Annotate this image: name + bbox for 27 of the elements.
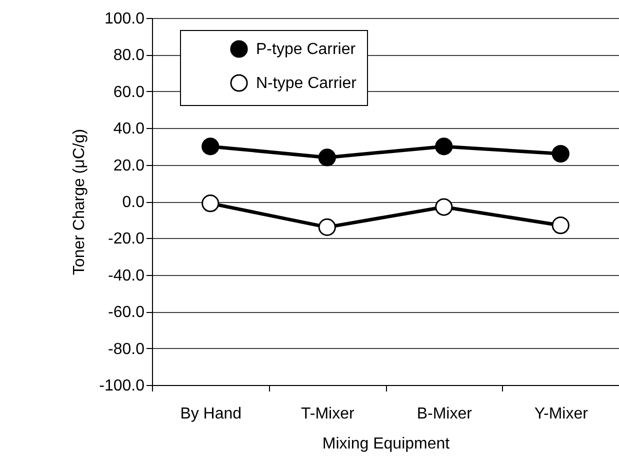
point	[318, 148, 336, 166]
x-axis-title: Mixing Equipment	[322, 436, 450, 452]
y-tick-label: -60.0	[108, 304, 145, 322]
x-tick-label: Y-Mixer	[534, 406, 589, 422]
y-axis-title: Toner Charge (μC/g)	[71, 128, 88, 276]
y-tick-label: 60.0	[113, 84, 145, 101]
legend-label: N-type Carrier	[256, 75, 358, 92]
y-tick-label: -40.0	[108, 267, 145, 284]
point	[552, 144, 570, 163]
legend-label: P-type Carrier	[256, 41, 356, 58]
y-tick-label: -80.0	[108, 340, 145, 358]
y-tick-label: 80.0	[113, 47, 145, 64]
y-tick-label: 0.0	[122, 194, 145, 211]
point	[202, 138, 220, 156]
y-tick-label: 100.0	[104, 10, 145, 28]
point	[202, 194, 220, 212]
x-tick-label: B-Mixer	[416, 406, 473, 422]
point	[435, 198, 453, 216]
x-tick-label: T-Mixer	[300, 406, 355, 422]
y-tick-label: 40.0	[113, 120, 145, 138]
y-tick-label: -20.0	[108, 230, 145, 248]
point	[552, 216, 570, 234]
point	[435, 138, 453, 156]
y-tick-label: -100.0	[99, 378, 145, 394]
point	[318, 218, 336, 236]
y-tick-label: 20.0	[113, 157, 145, 174]
x-tick-label: By Hand	[180, 406, 242, 422]
